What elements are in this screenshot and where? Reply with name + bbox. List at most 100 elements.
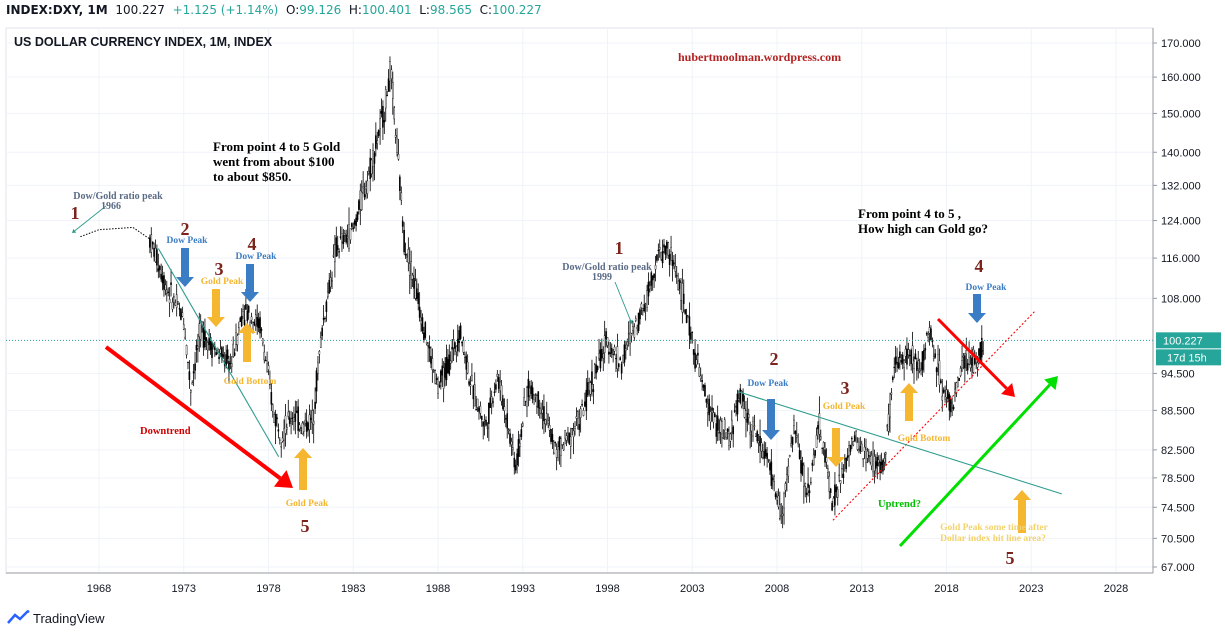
symbol-header: INDEX:DXY, 1M 100.227 +1.125 (+1.14%) O:… <box>6 3 542 17</box>
candle-body <box>158 266 161 271</box>
candle-body <box>694 352 696 369</box>
candle-body <box>851 437 853 440</box>
candle-body <box>408 263 411 276</box>
candle-body <box>715 423 718 437</box>
candle-body <box>182 324 185 330</box>
candle-body <box>951 401 953 404</box>
candle-body <box>944 396 946 400</box>
candle-body <box>510 441 513 445</box>
candle-body <box>151 241 154 245</box>
candle-body <box>893 366 896 369</box>
candle-body <box>925 333 928 335</box>
candle-body <box>945 389 948 398</box>
candle-body <box>471 375 473 382</box>
candle-body <box>884 452 887 455</box>
future-gold-peak-line-1: Gold Peak some time after <box>940 523 1048 533</box>
candle-body <box>413 278 415 289</box>
candle-body <box>389 61 391 82</box>
candle-body <box>256 317 259 327</box>
x-tick-label: 1983 <box>341 583 365 595</box>
candle-body <box>722 437 725 439</box>
candle-body <box>435 378 438 381</box>
candle-body <box>451 346 453 350</box>
candle-body <box>209 336 212 351</box>
candle-body <box>161 275 164 284</box>
tradingview-brand[interactable]: TradingView <box>6 610 105 626</box>
candle-body <box>489 397 492 409</box>
candle-body <box>523 397 525 406</box>
candle-body <box>308 414 311 430</box>
candle-body <box>942 389 945 393</box>
candle-body <box>610 347 613 354</box>
candle-body <box>427 345 429 347</box>
candle-body <box>230 363 233 367</box>
candle-body <box>530 385 533 394</box>
candle-body <box>618 363 620 368</box>
candle-body <box>286 427 288 430</box>
candle-body <box>728 433 730 446</box>
point-5-first: 5 <box>301 516 310 536</box>
candle-body <box>848 445 850 456</box>
candle-body <box>586 382 589 396</box>
candle-body <box>940 380 942 384</box>
candle-body <box>349 228 352 240</box>
candle-body <box>301 422 304 435</box>
gold-bottom-arrow-2 <box>900 383 918 421</box>
candle-body <box>875 461 877 469</box>
y-tick-label: 94.500 <box>1161 368 1195 380</box>
candle-body <box>886 425 888 427</box>
candle-body <box>690 332 692 340</box>
candle-body <box>794 430 797 435</box>
candle-body <box>329 277 332 288</box>
candle-body <box>976 362 979 368</box>
candle-body <box>704 385 706 397</box>
candle-body <box>656 254 658 261</box>
candle-body <box>699 375 702 380</box>
candle-body <box>218 356 220 360</box>
candle-body <box>377 129 380 136</box>
candle-body <box>808 490 811 494</box>
candle-body <box>438 385 441 387</box>
candle-body <box>791 436 794 445</box>
candle-body <box>605 331 607 340</box>
candle-body <box>752 421 754 437</box>
candle-body <box>937 354 939 365</box>
candle-body <box>273 414 275 424</box>
candle-body <box>746 413 749 423</box>
candle-body <box>917 360 920 370</box>
candle-body <box>205 337 208 342</box>
candle-body <box>245 304 247 310</box>
candle-body <box>632 326 634 331</box>
candle-body <box>384 89 387 109</box>
candle-body <box>819 436 822 440</box>
candle-body <box>274 414 277 427</box>
candle-body <box>859 445 862 452</box>
candle-body <box>394 134 397 138</box>
candle-body <box>327 291 329 298</box>
candle-body <box>887 414 890 432</box>
candle-body <box>769 463 771 471</box>
teal-line-2006 <box>737 391 1062 495</box>
candle-body <box>788 455 791 458</box>
high-label: H: <box>348 3 362 17</box>
candle-body <box>938 360 941 386</box>
candle-body <box>195 345 198 351</box>
candle-body <box>695 359 698 365</box>
candle-body <box>770 461 773 486</box>
candle-body <box>351 223 353 227</box>
uptrend-label: Uptrend? <box>878 499 921 510</box>
candle-body <box>537 391 540 408</box>
candle-body <box>877 459 880 464</box>
candle-body <box>935 367 938 373</box>
x-tick-label: 1968 <box>87 583 111 595</box>
downtrend-arrow-head <box>273 470 293 488</box>
dow-peak-label-4: Dow Peak <box>966 283 1008 293</box>
candle-body <box>595 364 597 374</box>
candle-body <box>324 317 326 320</box>
candle-body <box>171 302 174 310</box>
candle-body <box>215 352 218 356</box>
candle-body <box>601 349 603 359</box>
y-tick-label: 74.500 <box>1161 502 1195 514</box>
candle-body <box>908 354 911 357</box>
candle-body <box>277 429 280 432</box>
